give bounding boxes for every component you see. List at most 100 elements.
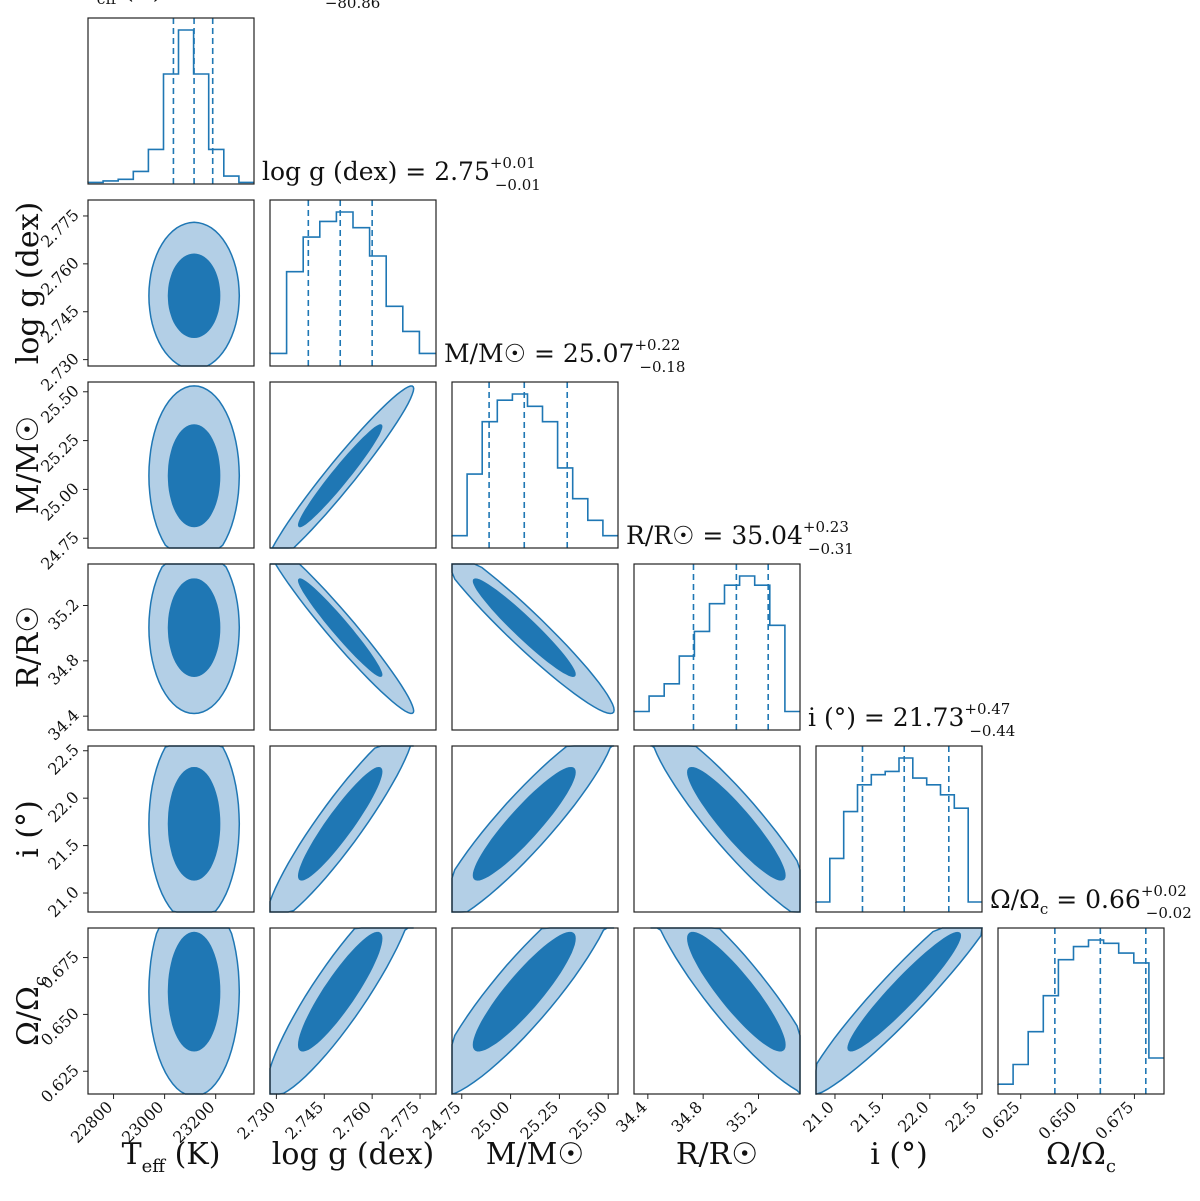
y-tick-label: 21.5 bbox=[44, 835, 83, 874]
hist-mass bbox=[451, 393, 618, 537]
contour-68-incl-logg bbox=[297, 766, 383, 881]
panel-frame bbox=[87, 199, 255, 367]
x-axis-label-radius: R/R☉ bbox=[676, 1137, 758, 1172]
panel-teff-teff: Teff (K) = 23115.35+72.98−80.86 bbox=[80, 0, 380, 185]
panel-frame bbox=[451, 745, 619, 913]
panel-frame bbox=[815, 927, 983, 1095]
panel-frame bbox=[269, 381, 437, 549]
contour-68-omega-logg bbox=[297, 931, 383, 1052]
contour-68-radius-logg bbox=[297, 578, 383, 677]
contour-68-radius-mass bbox=[472, 578, 576, 677]
contour-68-omega-incl bbox=[847, 931, 962, 1052]
panel-frame bbox=[451, 927, 619, 1095]
panel-frame bbox=[451, 381, 619, 549]
panel-logg-logg: log g (dex) = 2.75+0.01 −0.01 bbox=[262, 154, 541, 367]
x-tick-label: 34.4 bbox=[612, 1097, 651, 1136]
y-axis-label-radius: R/R☉ bbox=[11, 606, 46, 688]
panel-frame bbox=[815, 745, 983, 913]
panel-omega-radius: 34.4 34.8 35.2R/R☉ bbox=[612, 927, 801, 1172]
panel-radius-mass bbox=[451, 563, 619, 731]
x-axis-label-logg: log g (dex) bbox=[272, 1137, 434, 1172]
panel-frame bbox=[269, 563, 437, 731]
y-tick-label: 21.0 bbox=[44, 882, 83, 921]
y-axis-label-incl: i (°) bbox=[11, 800, 46, 858]
hist-teff bbox=[87, 29, 254, 184]
panel-incl-logg bbox=[269, 745, 437, 913]
y-tick-label: 0.625 bbox=[37, 1061, 83, 1107]
panel-frame bbox=[269, 745, 437, 913]
panel-radius-logg bbox=[269, 563, 437, 731]
y-tick-label: 22.5 bbox=[44, 740, 83, 779]
panel-frame bbox=[451, 563, 619, 731]
panel-frame bbox=[87, 927, 255, 1095]
contour-68-incl-teff bbox=[167, 766, 221, 881]
panel-radius-radius: R/R☉ = 35.04+0.23 −0.31 bbox=[626, 518, 854, 731]
hist-logg bbox=[269, 211, 436, 355]
contour-95-omega-mass bbox=[451, 927, 615, 1095]
panel-frame bbox=[633, 563, 801, 731]
contour-95-omega-radius bbox=[650, 927, 801, 1094]
panel-incl-mass bbox=[451, 745, 619, 913]
x-axis-label-omega: Ω/Ωc bbox=[1046, 1137, 1116, 1177]
x-axis-label-incl: i (°) bbox=[870, 1137, 928, 1172]
x-tick-label: 24.75 bbox=[419, 1097, 465, 1143]
x-axis-label-teff: Teff (K) bbox=[122, 1137, 221, 1177]
panel-frame bbox=[633, 745, 801, 913]
contour-68-mass-teff bbox=[167, 424, 221, 528]
contour-68-omega-radius bbox=[687, 931, 786, 1052]
panel-incl-teff: 21.0 21.5 22.0 22.5 i (°) bbox=[11, 740, 255, 921]
y-tick-label: 24.75 bbox=[37, 528, 83, 574]
y-tick-label: 34.8 bbox=[44, 650, 83, 689]
hist-radius bbox=[633, 575, 800, 713]
contour-68-omega-teff bbox=[167, 931, 221, 1052]
title-mass: M/M☉ = 25.07+0.22 −0.18 bbox=[444, 336, 685, 376]
y-axis-label-mass: M/M☉ bbox=[11, 416, 46, 514]
hist-omega bbox=[997, 939, 1164, 1085]
panel-omega-incl: 21.0 21.5 22.0 22.5 i (°) bbox=[799, 927, 983, 1172]
y-tick-label: 35.2 bbox=[44, 595, 83, 634]
x-axis-label-mass: M/M☉ bbox=[486, 1137, 584, 1172]
y-tick-label: 34.4 bbox=[44, 706, 83, 745]
panel-frame bbox=[87, 745, 255, 913]
panel-frame bbox=[269, 927, 437, 1095]
x-tick-label: 22800 bbox=[67, 1097, 116, 1146]
panel-mass-logg bbox=[269, 381, 437, 549]
title-incl: i (°) = 21.73+0.47 −0.44 bbox=[808, 700, 1015, 740]
panel-incl-radius bbox=[633, 745, 801, 913]
panel-frame bbox=[997, 927, 1165, 1095]
y-tick-label: 22.0 bbox=[44, 788, 83, 827]
panel-mass-mass: M/M☉ = 25.07+0.22 −0.18 bbox=[444, 336, 685, 549]
title-logg: log g (dex) = 2.75+0.01 −0.01 bbox=[262, 154, 541, 194]
title-radius: R/R☉ = 35.04+0.23 −0.31 bbox=[626, 518, 854, 558]
x-tick-label: 34.8 bbox=[667, 1097, 706, 1136]
y-axis-label-logg: log g (dex) bbox=[11, 202, 46, 364]
hist-incl bbox=[815, 757, 982, 903]
panel-omega-mass: 24.75 25.00 25.25 25.50M/M☉ bbox=[419, 927, 619, 1172]
x-tick-label: 22.5 bbox=[941, 1097, 980, 1136]
panel-frame bbox=[633, 927, 801, 1095]
y-axis-label-omega: Ω/Ωc bbox=[11, 976, 51, 1046]
panel-incl-incl: i (°) = 21.73+0.47 −0.44 bbox=[808, 700, 1015, 913]
contour-68-incl-mass bbox=[472, 766, 576, 881]
contour-68-logg-teff bbox=[167, 253, 221, 339]
contour-68-incl-radius bbox=[687, 766, 786, 881]
contour-68-mass-logg bbox=[297, 424, 383, 528]
x-tick-label: 21.5 bbox=[847, 1097, 886, 1136]
panel-frame bbox=[269, 199, 437, 367]
panel-radius-teff: 34.4 34.8 35.2R/R☉ bbox=[11, 563, 255, 745]
panel-frame bbox=[87, 17, 255, 185]
title-teff: Teff (K) = 23115.35+72.98−80.86 bbox=[80, 0, 380, 12]
x-tick-label: 21.0 bbox=[799, 1097, 838, 1136]
panel-frame bbox=[87, 381, 255, 549]
title-omega: Ω/Ωc = 0.66+0.02 −0.02 bbox=[990, 882, 1192, 922]
contour-68-omega-mass bbox=[472, 931, 576, 1052]
x-tick-label: 22.0 bbox=[894, 1097, 933, 1136]
x-tick-label: 35.2 bbox=[723, 1097, 762, 1136]
contour-68-radius-teff bbox=[167, 578, 221, 677]
